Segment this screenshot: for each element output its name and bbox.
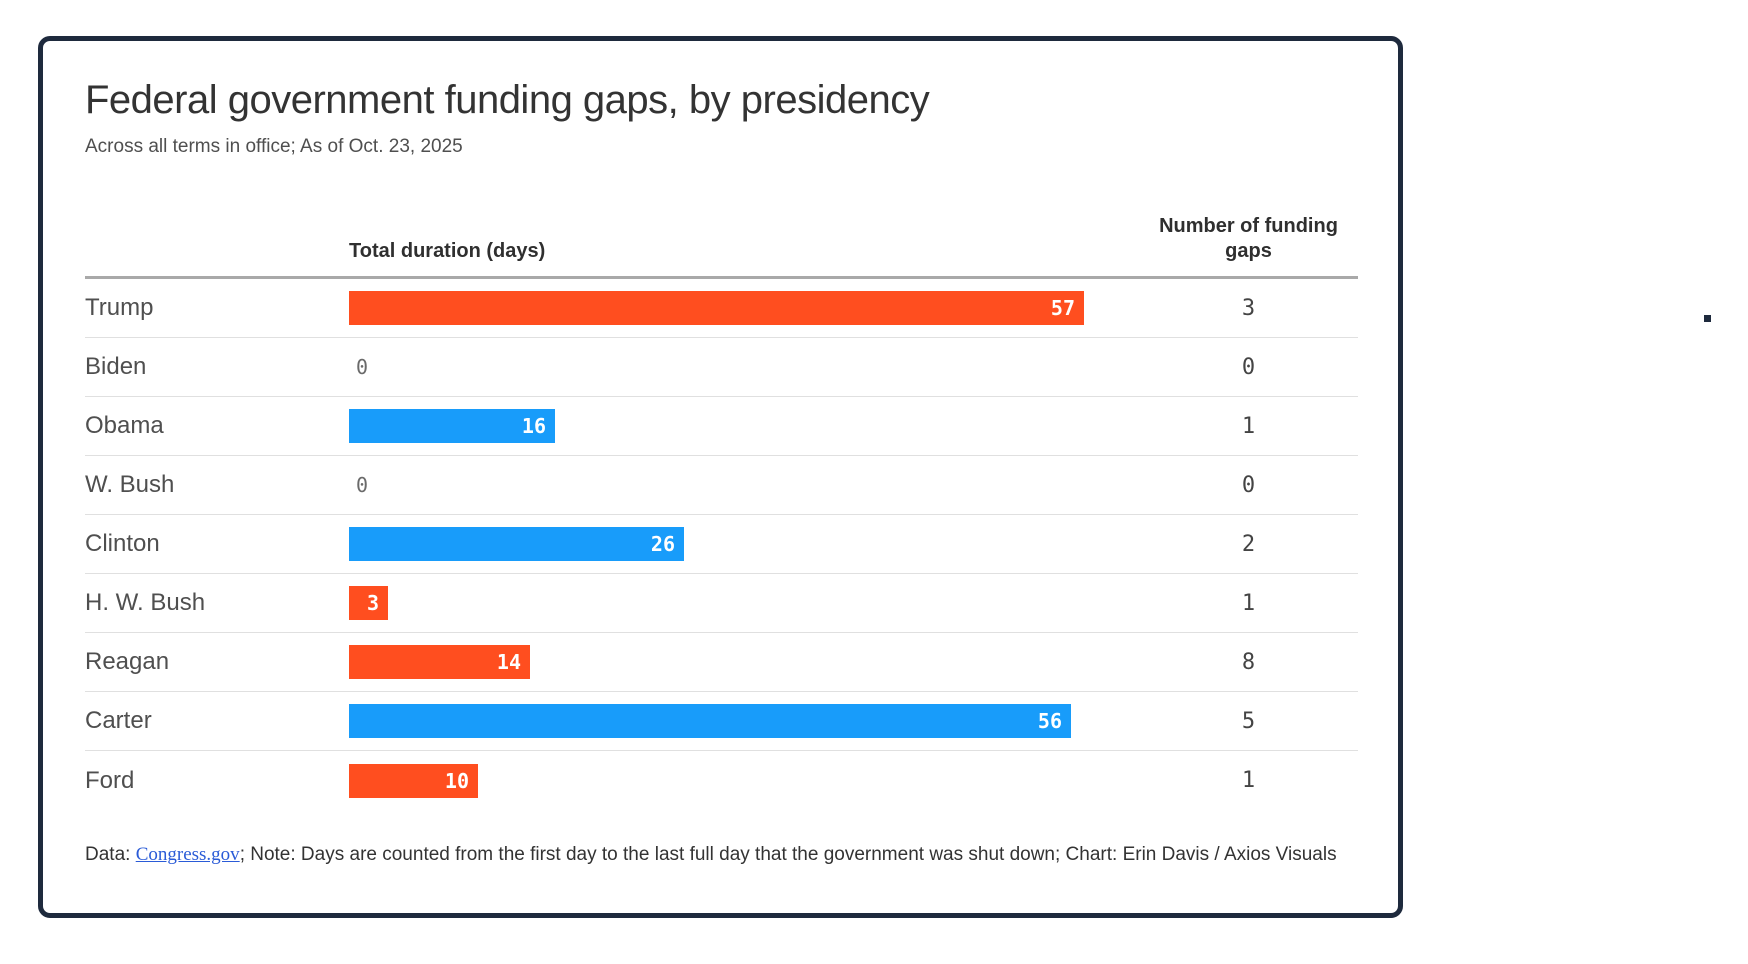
duration-bar: 56 <box>349 704 1071 738</box>
duration-bar-track: 57 <box>349 291 1139 325</box>
table-header-row: Total duration (days) Number of funding … <box>85 214 1358 264</box>
table-body: Trump 57 3 Biden 0 0 Obama 16 1 W. Bush … <box>85 279 1358 810</box>
president-label: H. W. Bush <box>85 589 206 616</box>
duration-value-zero: 0 <box>356 355 369 379</box>
duration-bar-track: 16 <box>349 409 1139 443</box>
gaps-count: 0 <box>1241 472 1256 498</box>
gaps-count: 8 <box>1241 649 1256 675</box>
table-row: Obama 16 1 <box>85 397 1358 456</box>
chart-card: Federal government funding gaps, by pres… <box>38 36 1403 918</box>
duration-bar: 3 <box>349 586 388 620</box>
gaps-count: 1 <box>1241 413 1256 439</box>
gaps-count: 3 <box>1241 295 1256 321</box>
duration-bar-track: 0 <box>349 350 1139 384</box>
duration-value: 3 <box>366 591 379 615</box>
president-label: Obama <box>85 412 164 439</box>
duration-value: 14 <box>496 650 521 674</box>
funding-gaps-table: Total duration (days) Number of funding … <box>85 214 1358 810</box>
table-row: Biden 0 0 <box>85 338 1358 397</box>
duration-value: 26 <box>650 532 675 556</box>
duration-bar-track: 0 <box>349 468 1139 502</box>
duration-bar-track: 14 <box>349 645 1139 679</box>
gaps-count: 1 <box>1241 768 1256 793</box>
source-note-suffix: ; Note: Days are counted from the first … <box>239 844 1337 865</box>
table-row: Trump 57 3 <box>85 279 1358 338</box>
source-note: Data: Congress.gov; Note: Days are count… <box>85 836 1358 874</box>
table-row: Carter 56 5 <box>85 692 1358 751</box>
header-rule <box>85 276 1358 279</box>
duration-bar: 16 <box>349 409 555 443</box>
duration-bar-track: 3 <box>349 586 1139 620</box>
stray-pixel-square <box>1704 315 1711 322</box>
duration-bar-track: 56 <box>349 704 1139 738</box>
gaps-count: 2 <box>1241 531 1256 557</box>
duration-value: 16 <box>521 414 546 438</box>
president-label: Reagan <box>85 648 170 675</box>
duration-bar: 26 <box>349 527 684 561</box>
source-note-prefix: Data: <box>85 844 136 865</box>
duration-value: 56 <box>1037 709 1062 733</box>
table-row: Reagan 14 8 <box>85 633 1358 692</box>
table-row: Clinton 26 2 <box>85 515 1358 574</box>
president-label: Trump <box>85 294 154 321</box>
table-row: Ford 10 1 <box>85 751 1358 810</box>
gaps-count: 0 <box>1241 354 1256 380</box>
gaps-column-header: Number of funding gaps <box>1159 215 1338 262</box>
duration-bar: 14 <box>349 645 530 679</box>
table-row: W. Bush 0 0 <box>85 456 1358 515</box>
chart-subtitle: Across all terms in office; As of Oct. 2… <box>85 136 463 157</box>
president-label: Carter <box>85 707 152 734</box>
president-label: Clinton <box>85 530 160 557</box>
president-label: Biden <box>85 353 147 380</box>
president-label: W. Bush <box>85 471 175 498</box>
gaps-count: 5 <box>1241 708 1256 734</box>
table-row: H. W. Bush 3 1 <box>85 574 1358 633</box>
president-label: Ford <box>85 766 135 794</box>
duration-value: 57 <box>1050 296 1075 320</box>
chart-title: Federal government funding gaps, by pres… <box>85 78 930 122</box>
duration-bar-track: 10 <box>349 763 1139 798</box>
duration-bar: 10 <box>349 763 478 798</box>
congress-gov-link[interactable]: Congress.gov <box>135 844 240 865</box>
duration-value-zero: 0 <box>356 473 369 497</box>
duration-bar: 57 <box>349 291 1084 325</box>
gaps-count: 1 <box>1241 590 1256 616</box>
duration-bar-track: 26 <box>349 527 1139 561</box>
duration-value: 10 <box>444 768 469 793</box>
duration-column-header: Total duration (days) <box>349 240 546 262</box>
